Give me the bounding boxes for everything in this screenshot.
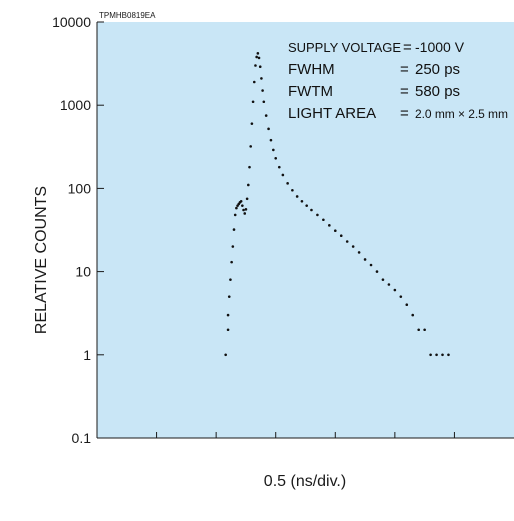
annotation-equals: = bbox=[400, 61, 409, 78]
data-point bbox=[226, 313, 230, 317]
data-point bbox=[333, 229, 337, 233]
y-tick-label: 1 bbox=[83, 347, 91, 363]
data-point bbox=[241, 204, 244, 207]
data-point bbox=[286, 182, 289, 185]
data-point bbox=[381, 278, 385, 281]
data-point bbox=[224, 353, 227, 357]
y-tick-label: 100 bbox=[68, 180, 92, 196]
data-point bbox=[229, 278, 232, 281]
annotation-value: -1000 V bbox=[415, 39, 465, 55]
annotation-label: FWTM bbox=[288, 83, 333, 100]
data-point bbox=[429, 353, 432, 357]
data-point bbox=[339, 234, 343, 238]
data-point bbox=[250, 122, 254, 125]
data-point bbox=[277, 165, 281, 169]
data-point bbox=[251, 100, 255, 104]
data-point bbox=[316, 213, 319, 217]
axis-ticks bbox=[97, 21, 455, 439]
data-point bbox=[269, 138, 273, 142]
data-point bbox=[291, 188, 294, 192]
annotation-equals: = bbox=[400, 83, 409, 100]
document-code: TPMHB0819EA bbox=[99, 11, 156, 20]
data-point bbox=[272, 148, 275, 152]
data-point bbox=[247, 183, 250, 187]
y-tick-label: 0.1 bbox=[72, 430, 92, 446]
data-point bbox=[226, 328, 230, 332]
data-point bbox=[345, 240, 349, 243]
data-point bbox=[441, 353, 444, 357]
annotation-value: 580 ps bbox=[415, 83, 460, 100]
data-point bbox=[243, 212, 247, 215]
data-point bbox=[305, 204, 308, 207]
plot-area bbox=[97, 22, 514, 438]
data-point bbox=[375, 270, 379, 273]
data-point bbox=[248, 165, 251, 169]
data-point bbox=[261, 89, 264, 92]
data-point bbox=[260, 77, 263, 80]
data-point bbox=[357, 251, 361, 254]
data-point bbox=[262, 100, 266, 104]
data-point bbox=[328, 224, 331, 227]
annotation-label: SUPPLY VOLTAGE bbox=[288, 40, 401, 55]
data-point bbox=[447, 353, 450, 357]
data-point bbox=[264, 114, 268, 117]
data-point bbox=[393, 288, 397, 292]
data-point bbox=[267, 127, 270, 131]
data-point bbox=[435, 353, 438, 357]
data-point bbox=[233, 213, 237, 217]
data-point bbox=[310, 208, 313, 212]
data-point bbox=[300, 199, 304, 203]
data-point bbox=[387, 283, 391, 286]
data-point bbox=[255, 55, 258, 59]
data-point bbox=[252, 80, 256, 84]
y-tick-label: 10000 bbox=[52, 14, 91, 30]
data-point bbox=[239, 199, 243, 203]
annotation-value: 250 ps bbox=[415, 61, 460, 78]
annotation-equals: = bbox=[403, 39, 412, 56]
data-point bbox=[254, 64, 257, 67]
data-point bbox=[423, 328, 426, 332]
data-point bbox=[242, 208, 245, 212]
annotation-label: FWHM bbox=[288, 61, 335, 78]
data-point bbox=[274, 157, 278, 160]
data-point bbox=[245, 197, 249, 201]
y-tick-labels: 0.1 1 10 100 1000 10000 bbox=[52, 14, 91, 446]
data-point bbox=[417, 328, 420, 332]
data-point bbox=[235, 206, 238, 210]
data-point bbox=[411, 313, 415, 317]
data-point bbox=[322, 218, 325, 222]
data-point bbox=[249, 145, 252, 148]
annotation-equals: = bbox=[400, 105, 409, 122]
y-tick-label: 1000 bbox=[60, 97, 91, 113]
x-axis-title: 0.5 (ns/div.) bbox=[264, 473, 346, 490]
annotation-value: 2.0 mm × 2.5 mm bbox=[415, 107, 508, 121]
data-point bbox=[231, 245, 235, 248]
data-point bbox=[399, 295, 403, 298]
data-point bbox=[257, 56, 261, 60]
y-axis-title: RELATIVE COUNTS bbox=[33, 186, 50, 334]
data-point bbox=[363, 258, 367, 261]
annotation-label: LIGHT AREA bbox=[288, 105, 376, 122]
data-point bbox=[351, 245, 355, 248]
data-point bbox=[281, 173, 285, 177]
data-point bbox=[369, 263, 373, 267]
data-point bbox=[232, 228, 236, 231]
data-point bbox=[405, 303, 409, 307]
data-point bbox=[230, 260, 233, 264]
data-points bbox=[224, 52, 450, 357]
y-tick-label: 10 bbox=[75, 264, 91, 280]
data-point bbox=[258, 65, 262, 69]
data-point bbox=[244, 208, 248, 211]
data-point bbox=[256, 52, 260, 55]
data-point bbox=[295, 195, 299, 198]
data-point bbox=[227, 295, 231, 298]
